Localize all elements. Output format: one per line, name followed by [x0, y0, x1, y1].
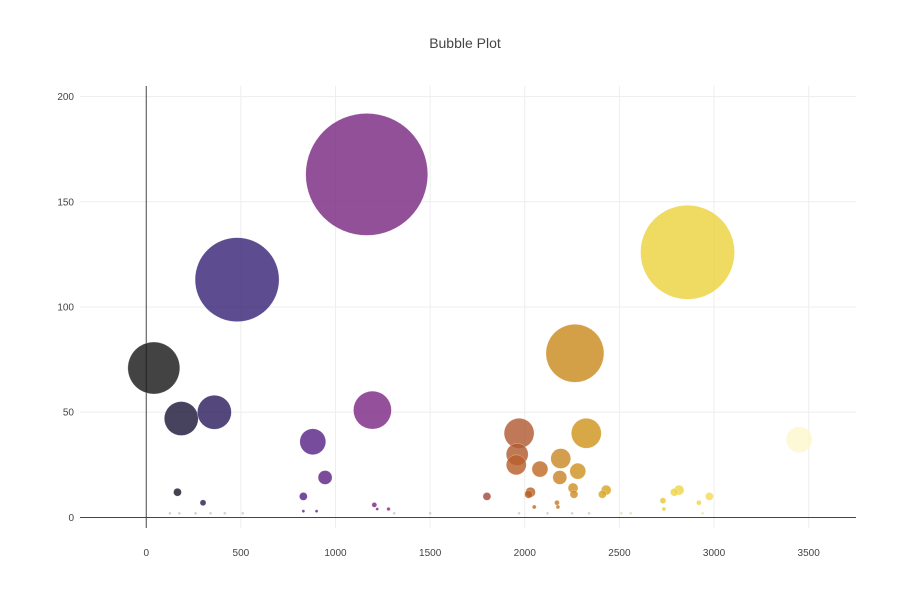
bubble-point: [661, 506, 667, 512]
bubble-point: [587, 511, 591, 515]
bubble-point: [552, 470, 568, 485]
chart-title: Bubble Plot: [429, 35, 501, 51]
bubble-point: [371, 502, 378, 508]
bubble-point: [299, 492, 308, 501]
bubble-point: [571, 418, 602, 449]
bubble-point: [305, 113, 428, 236]
bubble-point: [598, 490, 607, 499]
bubble-point: [570, 511, 574, 515]
bubble-point: [164, 401, 199, 436]
bubble-point: [314, 509, 319, 513]
bubble-point: [482, 492, 492, 501]
points-layer: [127, 113, 813, 515]
bubble-point: [301, 509, 306, 513]
bubble-point: [353, 390, 392, 430]
bubble-point: [428, 511, 432, 515]
x-tick-label: 2000: [514, 548, 537, 559]
bubble-point: [569, 462, 587, 480]
bubble-point: [193, 511, 198, 515]
bubble-point: [659, 497, 667, 504]
y-tick-label: 150: [57, 197, 74, 208]
bubble-point: [173, 487, 182, 497]
x-tick-label: 2500: [608, 548, 631, 559]
x-tick-label: 1500: [419, 548, 442, 559]
bubble-point: [629, 511, 633, 515]
tick-labels-layer: 0 500 1000 1500 2000 2500 3000 3500 0 50 100 150 200: [57, 92, 820, 559]
x-tick-label: 3500: [798, 548, 821, 559]
bubble-point: [531, 460, 549, 478]
bubble-point: [701, 511, 705, 515]
bubble-point: [194, 237, 280, 322]
bubble-point: [517, 511, 521, 515]
bubble-point: [199, 499, 207, 506]
bubble-point: [619, 511, 623, 515]
y-tick-label: 50: [63, 408, 75, 419]
bubble-point: [127, 341, 181, 395]
bubble-point: [545, 324, 605, 383]
bubble-point: [569, 490, 579, 499]
y-tick-label: 0: [68, 513, 74, 524]
bubble-point: [524, 490, 533, 499]
bubble-point: [168, 511, 172, 515]
bubble-point: [785, 426, 813, 453]
bubble-point: [208, 511, 213, 515]
bubble-point: [705, 492, 714, 501]
bubble-point: [317, 470, 333, 485]
y-tick-label: 100: [57, 303, 74, 314]
bubble-point: [386, 507, 391, 512]
x-tick-label: 1000: [324, 548, 347, 559]
bubble-point: [670, 487, 679, 497]
bubble-point: [555, 504, 561, 510]
axis-layer: [80, 86, 856, 528]
x-tick-label: 3000: [703, 548, 726, 559]
bubble-point: [545, 511, 550, 515]
bubble-point: [197, 394, 232, 430]
bubble-point: [177, 511, 182, 515]
bubble-point: [506, 454, 527, 476]
y-tick-label: 200: [57, 92, 74, 103]
x-tick-label: 500: [233, 548, 250, 559]
bubble-point: [550, 448, 571, 469]
bubble-point: [531, 504, 537, 510]
bubble-point: [241, 511, 245, 515]
bubble-point: [392, 511, 396, 515]
bubble-point: [299, 428, 327, 455]
x-tick-label: 0: [143, 548, 149, 559]
bubble-point: [223, 511, 227, 515]
bubble-point: [640, 205, 735, 300]
bubble-point: [554, 499, 560, 506]
bubble-point: [696, 499, 702, 506]
bubble-point: [375, 507, 379, 511]
